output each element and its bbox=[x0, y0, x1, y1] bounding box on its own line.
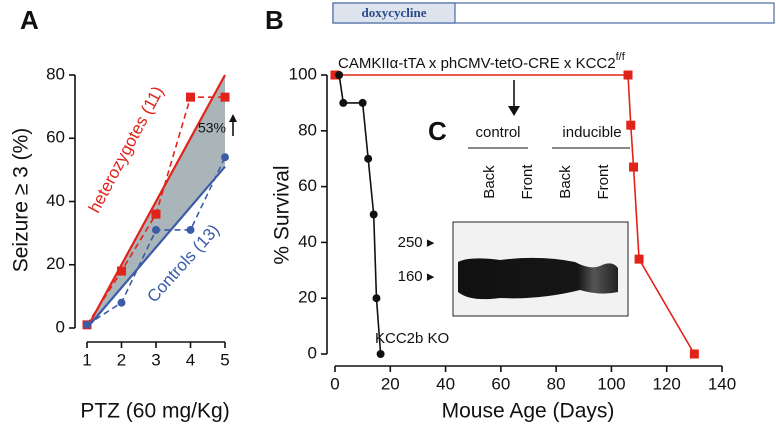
treatment-label: doxycycline bbox=[362, 5, 427, 20]
x-tick-label: 2 bbox=[117, 350, 126, 369]
y-tick-label: 20 bbox=[298, 288, 317, 307]
marker bbox=[117, 266, 126, 276]
marker bbox=[372, 294, 381, 303]
x-tick-label: 5 bbox=[220, 350, 229, 369]
panel-label: C bbox=[428, 116, 447, 146]
marker bbox=[152, 225, 160, 234]
inset: C control inducible 250 ▸ 160 ▸ Back Fron… bbox=[398, 116, 630, 317]
fit-line bbox=[86, 165, 226, 329]
x-tick-label: 4 bbox=[186, 350, 195, 369]
x-tick-label: 3 bbox=[151, 350, 160, 369]
marker bbox=[689, 349, 699, 359]
lane-label: Back bbox=[481, 165, 498, 199]
x-tick-label: 40 bbox=[436, 374, 455, 393]
marker bbox=[376, 350, 385, 358]
y-axis-label: % Survival bbox=[271, 165, 294, 264]
y-tick-label: 20 bbox=[46, 254, 65, 273]
marker bbox=[364, 154, 373, 163]
genotype-sup: f/f bbox=[616, 51, 626, 63]
x-tick-label: 80 bbox=[547, 374, 566, 393]
marker bbox=[186, 225, 195, 234]
genotype-text: CAMKIIα-tTA x phCMV-tetO-CRE x KCC2 bbox=[338, 55, 616, 72]
marker bbox=[330, 70, 340, 80]
panel-label: B bbox=[265, 5, 284, 35]
marker bbox=[634, 254, 644, 264]
series-label: KCC2b KO bbox=[375, 330, 449, 347]
series-label: heterozygotes (11) bbox=[85, 83, 168, 216]
marker bbox=[186, 92, 195, 102]
marker bbox=[358, 98, 367, 107]
y-tick-label: 80 bbox=[46, 64, 65, 83]
marker bbox=[339, 98, 348, 107]
marker bbox=[83, 320, 91, 329]
x-tick-label: 20 bbox=[381, 374, 400, 393]
marker bbox=[220, 92, 230, 102]
group-label: control bbox=[475, 124, 520, 141]
x-axis-label: PTZ (60 mg/Kg) bbox=[80, 400, 229, 423]
annotation: 53% bbox=[198, 120, 226, 136]
y-tick-label: 40 bbox=[298, 232, 317, 251]
x-tick-label: 60 bbox=[491, 374, 510, 393]
y-tick-label: 40 bbox=[46, 191, 65, 210]
marker bbox=[221, 153, 229, 162]
marker bbox=[623, 70, 633, 80]
x-tick-label: 140 bbox=[708, 374, 736, 393]
lane-label: Front bbox=[519, 164, 536, 200]
series-line bbox=[335, 74, 696, 355]
size-marker: 160 ▸ bbox=[398, 268, 435, 285]
arrow-head bbox=[508, 106, 520, 116]
marker bbox=[335, 71, 344, 79]
size-marker: 250 ▸ bbox=[398, 234, 435, 251]
group-label: inducible bbox=[562, 124, 621, 141]
blot-band bbox=[458, 257, 618, 300]
annotation-arrow-head bbox=[229, 114, 237, 122]
marker bbox=[629, 162, 639, 172]
y-tick-label: 0 bbox=[56, 317, 65, 336]
lane-label: Front bbox=[595, 164, 612, 200]
y-tick-label: 80 bbox=[298, 120, 317, 139]
fit-line bbox=[86, 74, 226, 329]
marker bbox=[369, 210, 378, 219]
y-tick-label: 100 bbox=[289, 64, 317, 83]
marker bbox=[626, 120, 636, 130]
x-tick-label: 120 bbox=[653, 374, 681, 393]
treatment-period bbox=[332, 2, 456, 24]
x-tick-label: 100 bbox=[597, 374, 625, 393]
panel-label: A bbox=[20, 5, 39, 35]
genotype-label: CAMKIIα-tTA x phCMV-tetO-CRE x KCC2f/f bbox=[338, 51, 626, 72]
y-axis-label: Seizure ≥ 3 (%) bbox=[10, 128, 33, 273]
y-tick-label: 60 bbox=[298, 176, 317, 195]
x-tick-label: 0 bbox=[330, 374, 339, 393]
y-tick-label: 0 bbox=[308, 343, 317, 362]
lane-label: Back bbox=[557, 165, 574, 199]
y-tick-label: 60 bbox=[46, 128, 65, 147]
marker bbox=[151, 209, 161, 219]
x-axis-label: Mouse Age (Days) bbox=[442, 400, 615, 423]
marker bbox=[117, 298, 126, 307]
x-tick-label: 1 bbox=[82, 350, 91, 369]
